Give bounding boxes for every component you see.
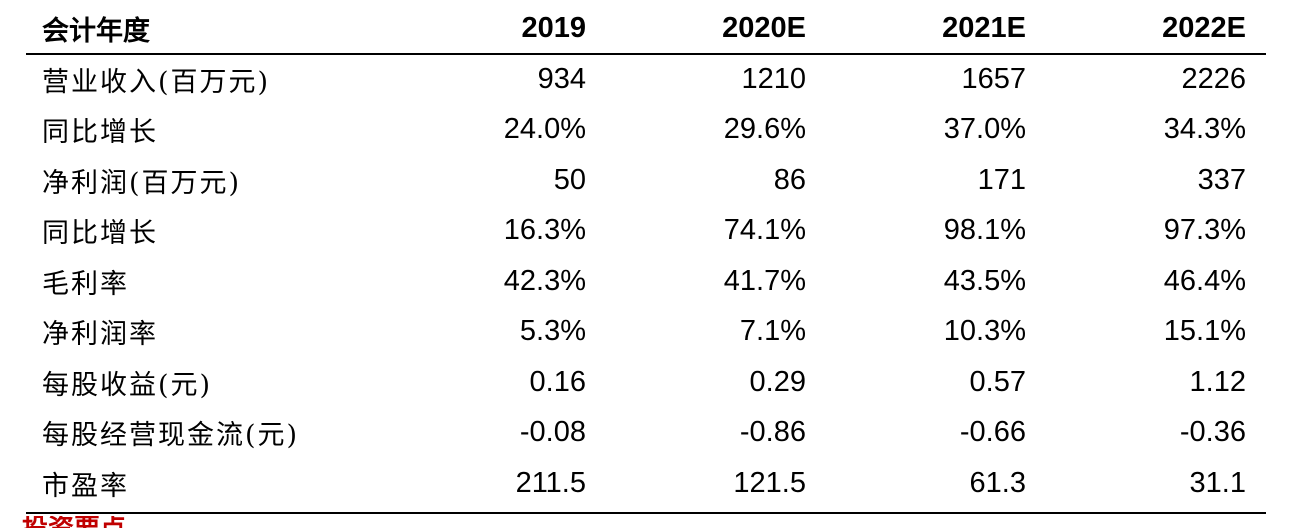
table-cell: 37.0% bbox=[943, 113, 1026, 146]
table-cell: 16.3% bbox=[503, 214, 586, 247]
row-label: 净利润率 bbox=[42, 319, 158, 351]
table-cell: 171 bbox=[977, 163, 1026, 196]
table-cell: 211.5 bbox=[515, 466, 586, 499]
table-row-operating-cashflow-per-share: 每股经营现金流(元) -0.08 -0.86 -0.66 -0.36 bbox=[26, 408, 1266, 459]
table-row-eps: 每股收益(元) 0.16 0.29 0.57 1.12 bbox=[26, 357, 1266, 408]
header-year-2019: 2019 bbox=[521, 12, 586, 44]
table-cell: 50 bbox=[553, 163, 586, 196]
table-cell: -0.66 bbox=[959, 416, 1026, 449]
table-cell: 29.6% bbox=[723, 113, 806, 146]
row-label: 同比增长 bbox=[42, 218, 158, 250]
header-year-2020e: 2020E bbox=[722, 12, 806, 44]
table-cell: 1210 bbox=[741, 63, 806, 96]
row-label: 每股经营现金流(元) bbox=[42, 420, 300, 452]
row-label: 营业收入(百万元) bbox=[42, 67, 271, 99]
table-cell: -0.08 bbox=[519, 416, 586, 449]
table-cell: 7.1% bbox=[739, 315, 806, 348]
table-cell: 86 bbox=[773, 163, 806, 196]
header-row: 会计年度 2019 2020E 2021E 2022E bbox=[26, 4, 1266, 54]
table-cell: -0.36 bbox=[1179, 416, 1246, 449]
table-cell: 0.16 bbox=[529, 365, 586, 398]
table-cell: 74.1% bbox=[723, 214, 806, 247]
table-row-net-profit: 净利润(百万元) 50 86 171 337 bbox=[26, 155, 1266, 206]
table-cell: 46.4% bbox=[1163, 264, 1246, 297]
table-row-net-profit-growth: 同比增长 16.3% 74.1% 98.1% 97.3% bbox=[26, 206, 1266, 257]
table-cell: 61.3 bbox=[969, 466, 1026, 499]
table-cell: 5.3% bbox=[519, 315, 586, 348]
table-cell: 42.3% bbox=[503, 264, 586, 297]
table-cell: 98.1% bbox=[943, 214, 1026, 247]
table-cell: 15.1% bbox=[1163, 315, 1246, 348]
financial-forecast-table: 会计年度 2019 2020E 2021E 2022E 营业收入(百万元) 93… bbox=[26, 4, 1266, 509]
row-label: 毛利率 bbox=[42, 268, 129, 300]
table-cell: 2226 bbox=[1181, 63, 1246, 96]
header-year-2022e: 2022E bbox=[1162, 12, 1246, 44]
table-bottom-rule bbox=[26, 512, 1266, 514]
table-body: 营业收入(百万元) 934 1210 1657 2226 同比增长 24.0% … bbox=[26, 54, 1266, 509]
cropped-section-heading: 投资要点 bbox=[22, 516, 192, 528]
table-cell: 10.3% bbox=[943, 315, 1026, 348]
table-row-pe-ratio: 市盈率 211.5 121.5 61.3 31.1 bbox=[26, 458, 1266, 509]
row-label: 同比增长 bbox=[42, 117, 158, 149]
table-cell: 31.1 bbox=[1189, 466, 1246, 499]
header-year-2021e: 2021E bbox=[942, 12, 1026, 44]
table-cell: 337 bbox=[1197, 163, 1246, 196]
table-cell: 41.7% bbox=[723, 264, 806, 297]
table-cell: 34.3% bbox=[1163, 113, 1246, 146]
table-cell: 97.3% bbox=[1163, 214, 1246, 247]
row-label: 净利润(百万元) bbox=[42, 167, 242, 199]
table-cell: 934 bbox=[537, 63, 586, 96]
financial-forecast-table-container: 会计年度 2019 2020E 2021E 2022E 营业收入(百万元) 93… bbox=[26, 4, 1266, 509]
cropped-section-heading-text: 投资要点 bbox=[22, 516, 192, 528]
row-label: 每股收益(元) bbox=[42, 369, 213, 401]
row-label: 市盈率 bbox=[42, 470, 129, 502]
table-cell: 1.12 bbox=[1189, 365, 1246, 398]
table-cell: 0.57 bbox=[969, 365, 1026, 398]
header-label-accounting-year: 会计年度 bbox=[42, 16, 150, 47]
table-cell: 1657 bbox=[961, 63, 1026, 96]
table-row-revenue-growth: 同比增长 24.0% 29.6% 37.0% 34.3% bbox=[26, 105, 1266, 156]
table-row-revenue: 营业收入(百万元) 934 1210 1657 2226 bbox=[26, 54, 1266, 105]
table-cell: 43.5% bbox=[943, 264, 1026, 297]
table-header: 会计年度 2019 2020E 2021E 2022E bbox=[26, 4, 1266, 54]
table-cell: 0.29 bbox=[749, 365, 806, 398]
table-row-gross-margin: 毛利率 42.3% 41.7% 43.5% 46.4% bbox=[26, 256, 1266, 307]
table-row-net-margin: 净利润率 5.3% 7.1% 10.3% 15.1% bbox=[26, 307, 1266, 358]
table-cell: 24.0% bbox=[503, 113, 586, 146]
table-cell: 121.5 bbox=[733, 466, 806, 499]
table-cell: -0.86 bbox=[739, 416, 806, 449]
